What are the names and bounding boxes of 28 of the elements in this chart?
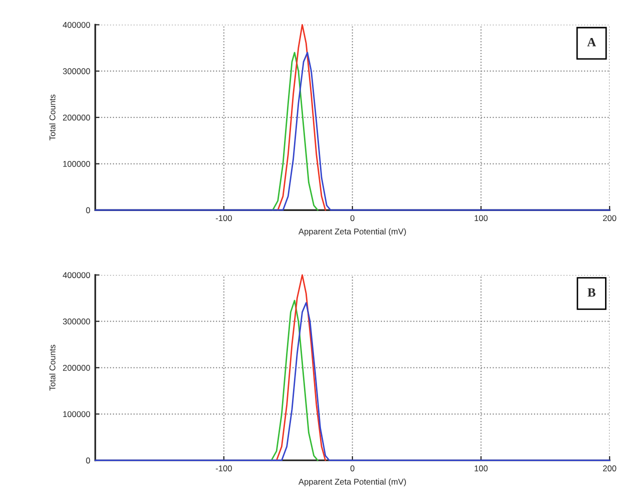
x-tick-label: 0: [350, 465, 354, 472]
y-tick-label: 400000: [62, 272, 90, 278]
annotation: A: [587, 38, 596, 46]
x-axis-title: Apparent Zeta Potential (mV): [298, 228, 406, 236]
y-tick-label: 300000: [62, 68, 90, 74]
line-series: [270, 300, 318, 462]
y-tick-label: 400000: [62, 22, 90, 28]
y-tick-label: 0: [86, 458, 90, 464]
y-tick-label: 100000: [63, 160, 90, 167]
x-tick-label: 100: [474, 465, 488, 472]
y-axis-title: Total Counts: [49, 94, 56, 140]
x-tick-label: 100: [474, 215, 488, 222]
x-tick-label: 200: [603, 465, 616, 472]
y-tick-label: 0: [86, 207, 90, 214]
line-series: [272, 52, 318, 211]
line-series: [276, 274, 326, 462]
y-tick-label: 200000: [63, 364, 90, 371]
line-series: [277, 24, 326, 211]
x-tick-label: -100: [216, 465, 232, 472]
x-axis-title: Apparent Zeta Potential (mV): [298, 478, 406, 486]
x-tick-label: -100: [216, 215, 232, 222]
annotation: B: [588, 288, 596, 297]
x-tick-label: 0: [350, 215, 354, 222]
y-tick-label: 300000: [62, 318, 90, 324]
x-tick-label: 200: [603, 215, 616, 222]
y-axis-title: Total Counts: [49, 344, 56, 391]
y-tick-label: 200000: [63, 114, 90, 121]
y-tick-label: 100000: [63, 411, 90, 418]
